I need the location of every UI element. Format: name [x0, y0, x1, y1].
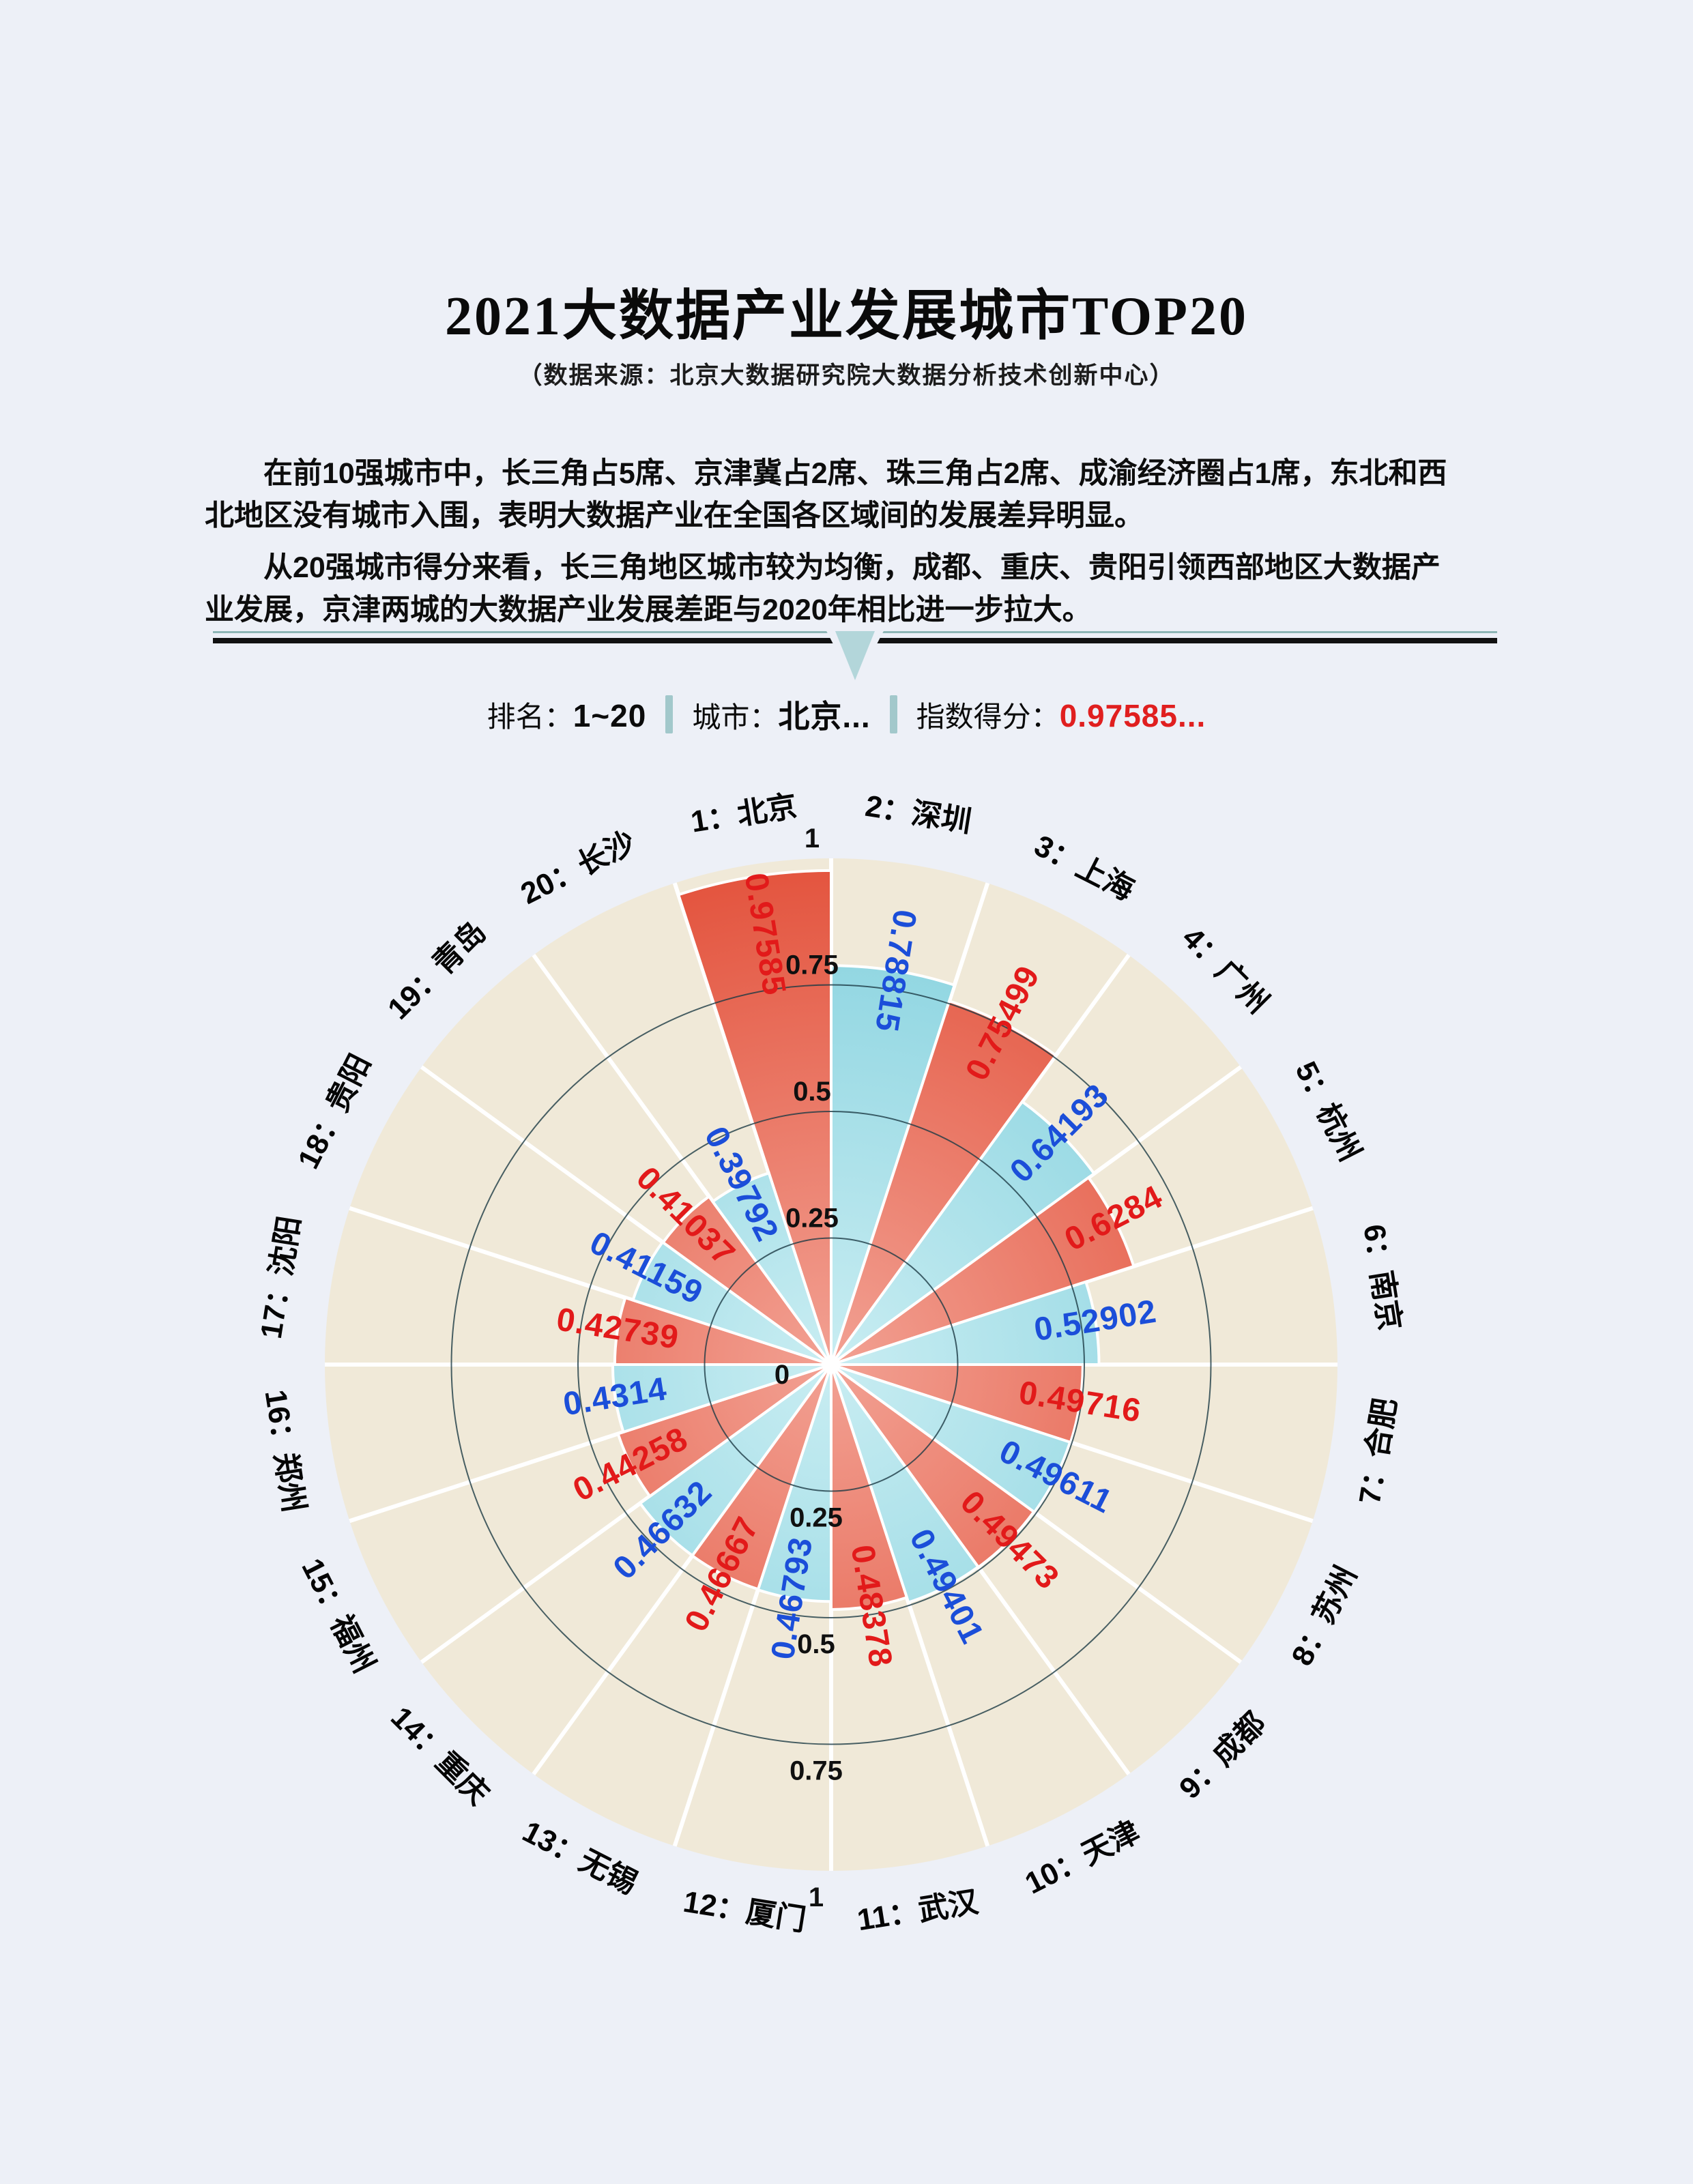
sector-16-郑州: [611, 1363, 832, 1434]
city-label-6-南京: 6：南京: [1357, 1222, 1406, 1333]
grid-circle-0.75: [450, 984, 1212, 1745]
sector-1-北京: [676, 869, 833, 1365]
sector-5-杭州: [830, 1176, 1135, 1366]
legend-score-label: 指数得分：: [916, 700, 1060, 733]
tick-bottom-0.5: 0.5: [797, 1629, 835, 1659]
legend-separator-bar: [889, 695, 897, 733]
data-source-subtitle: （数据来源：北京大数据研究院大数据分析技术创新中心）: [518, 362, 1175, 389]
intro-paragraph-1: 在前10强城市中，长三角占5席、京津冀占2席、珠三角占2席、成渝经济圈占1席，东…: [205, 457, 1447, 532]
sector-10-天津: [830, 1363, 981, 1605]
city-label-18-贵阳: 18：贵阳: [291, 1049, 377, 1174]
city-label-10-天津: 10：天津: [1020, 1815, 1145, 1901]
section-divider: [213, 627, 1497, 693]
divider-triangle-icon: [835, 631, 875, 680]
tick-top-0.75: 0.75: [785, 950, 839, 980]
city-label-15-福州: 15：福州: [295, 1554, 381, 1678]
city-label-1-北京: 1：北京: [689, 789, 799, 839]
sector-4-广州: [830, 1099, 1097, 1366]
grid-circle-0.5: [577, 1111, 1085, 1618]
sector-15-福州: [616, 1363, 833, 1498]
tick-top-1: 1: [805, 824, 820, 854]
sector-2-深圳: [830, 964, 957, 1365]
legend-score-value: 0.97585...: [1059, 697, 1206, 733]
intro-text: 在前10强城市中，长三角占5席、京津冀占2席、珠三角占2席、成渝经济圈占1席，东…: [205, 452, 1462, 641]
city-label-12-厦门: 12：厦门: [681, 1885, 808, 1938]
legend-city-label: 城市：: [692, 701, 779, 733]
city-label-8-苏州: 8：苏州: [1285, 1560, 1363, 1671]
tick-bottom-0.75: 0.75: [790, 1756, 843, 1786]
city-label-7-合肥: 7：合肥: [1353, 1396, 1403, 1506]
sector-6-南京: [830, 1280, 1101, 1366]
sector-19-青岛: [661, 1194, 833, 1366]
legend-rank-value: 1~20: [573, 697, 647, 733]
intro-paragraph-2: 从20强城市得分来看，长三角地区城市较为均衡，成都、重庆、贵阳引领西部地区大数据…: [205, 551, 1441, 626]
tick-bottom-0.25: 0.25: [790, 1503, 843, 1533]
city-label-5-杭州: 5：杭州: [1288, 1056, 1367, 1167]
legend-rank: 排名：1~20: [487, 694, 647, 736]
legend-score: 指数得分：0.97585...: [916, 694, 1206, 736]
city-label-16-郑州: 16：郑州: [259, 1388, 311, 1515]
sector-3-上海: [830, 999, 1058, 1366]
tick-top-0.25: 0.25: [785, 1204, 839, 1234]
city-label-2-深圳: 2：深圳: [863, 789, 974, 839]
city-label-3-上海: 3：上海: [1029, 829, 1140, 907]
city-label-11-武汉: 11：武汉: [855, 1885, 981, 1937]
tick-top-0.5: 0.5: [793, 1077, 831, 1107]
legend-city-value: 北京...: [778, 699, 871, 734]
tick-bottom-1: 1: [809, 1882, 824, 1912]
sector-11-武汉: [830, 1364, 909, 1611]
city-label-4-广州: 4：广州: [1176, 921, 1275, 1020]
grid-circle-0.25: [704, 1237, 959, 1492]
page-title: 2021大数据产业发展城市TOP20: [444, 287, 1248, 347]
chart-legend: 排名：1~20 城市：北京... 指数得分：0.97585...: [0, 692, 1693, 737]
legend-city: 城市：北京...: [692, 692, 870, 737]
sector-14-重庆: [638, 1363, 833, 1558]
tick-0: 0: [775, 1360, 790, 1390]
legend-rank-label: 排名：: [487, 700, 573, 733]
legend-separator-bar: [665, 695, 674, 733]
city-label-17-沈阳: 17：沈阳: [255, 1214, 307, 1341]
city-label-20-长沙: 20：长沙: [515, 825, 640, 911]
sector-20-长沙: [710, 1171, 833, 1366]
city-label-13-无锡: 13：无锡: [517, 1815, 642, 1901]
